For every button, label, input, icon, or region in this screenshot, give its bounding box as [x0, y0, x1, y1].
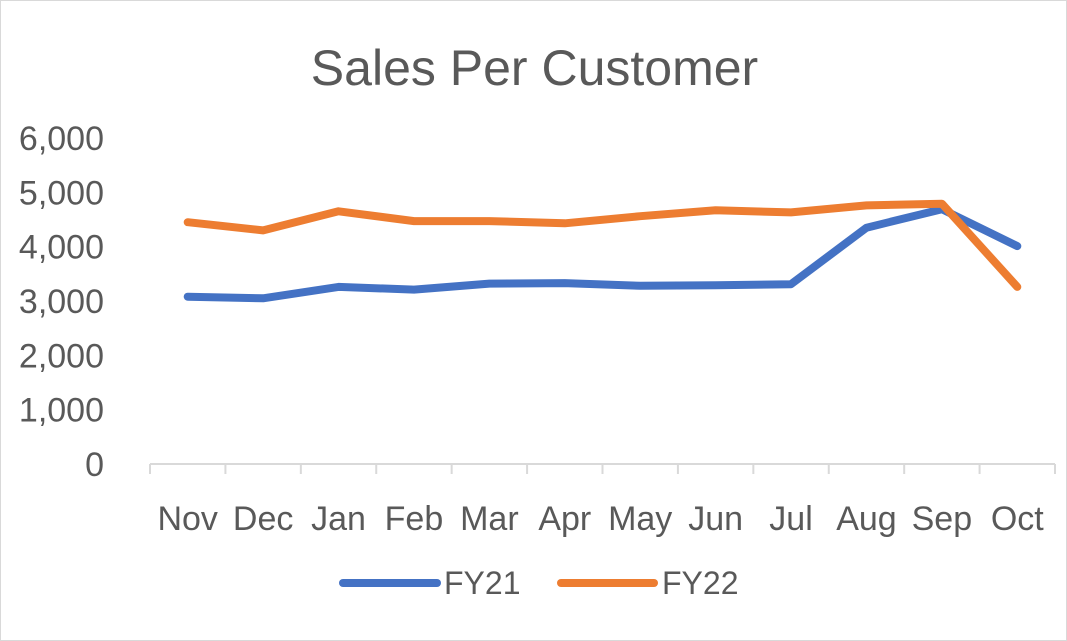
series-line-fy22: [183, 199, 1022, 291]
x-tick-label: Jan: [311, 500, 366, 538]
x-tick-label: Jun: [688, 500, 743, 538]
x-tick-label: Dec: [233, 500, 293, 538]
x-tick-label: Sep: [912, 500, 973, 538]
y-tick-label: 0: [85, 446, 104, 484]
series-line-fy21: [183, 205, 1022, 303]
y-tick-label: 4,000: [19, 229, 104, 267]
x-tick-label: Oct: [991, 500, 1044, 538]
y-tick-label: 5,000: [19, 174, 104, 212]
legend-label-fy21: FY21: [444, 565, 520, 601]
x-tick-label: Jul: [769, 500, 812, 538]
x-tick-label: Apr: [538, 500, 591, 538]
y-tick-label: 3,000: [19, 283, 104, 321]
x-tick-label: Aug: [836, 500, 897, 538]
x-tick-label: Mar: [460, 500, 519, 538]
y-tick-label: 1,000: [19, 392, 104, 430]
y-tick-label: 6,000: [19, 120, 104, 158]
x-tick-label: May: [608, 500, 672, 538]
legend-label-fy22: FY22: [662, 565, 738, 601]
x-tick-label: Nov: [157, 500, 217, 538]
y-tick-label: 2,000: [19, 337, 104, 375]
chart-title: Sales Per Customer: [310, 40, 759, 96]
x-tick-label: Feb: [385, 500, 444, 538]
